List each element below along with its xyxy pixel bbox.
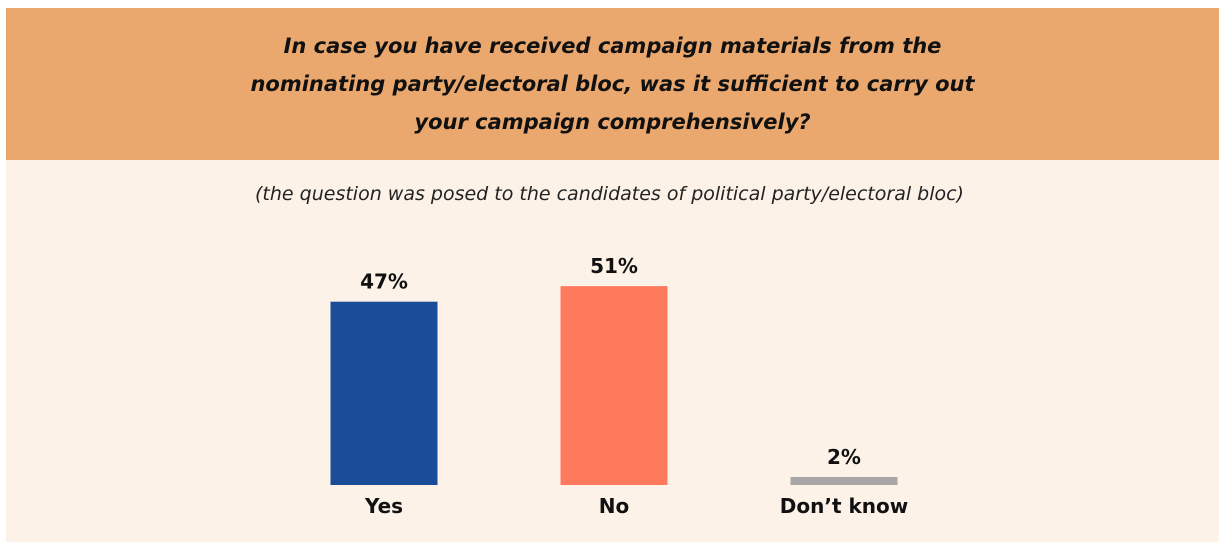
chart-title: In case you have received campaign mater… [250,34,975,134]
title-banner: In case you have received campaign mater… [6,8,1219,160]
bar-yes [330,301,438,485]
category-label-don-t-know: Don’t know [780,494,908,518]
chart-subtitle: (the question was posed to the candidate… [255,183,964,205]
bar-no [560,286,668,485]
value-label-don-t-know: 2% [827,445,861,469]
category-label-no: No [599,494,629,518]
value-label-yes: 47% [360,270,408,294]
bar-don-t-know [790,477,898,485]
category-label-yes: Yes [364,494,403,518]
value-label-no: 51% [590,254,638,278]
